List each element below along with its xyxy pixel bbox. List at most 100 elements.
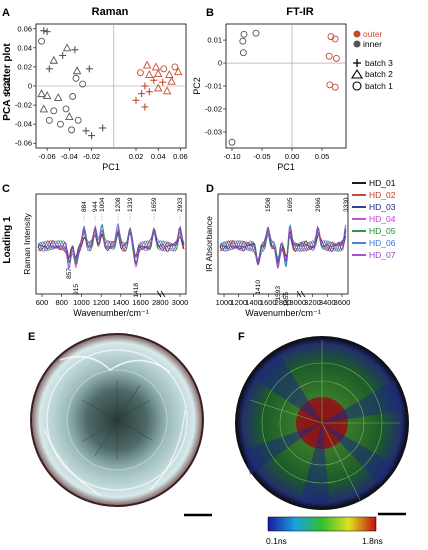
data-point-triangle bbox=[65, 112, 74, 120]
triangle-legend-marker bbox=[351, 68, 363, 79]
peak-label: 884 bbox=[81, 201, 88, 212]
axis-break bbox=[160, 290, 166, 298]
data-point-circle bbox=[331, 35, 339, 43]
batch1-legend-label: batch 1 bbox=[365, 81, 393, 91]
axis-break bbox=[296, 290, 302, 298]
x-tick-label: 1600 bbox=[260, 298, 277, 307]
data-point-circle bbox=[327, 33, 335, 41]
data-point-triangle bbox=[173, 67, 183, 76]
colorbar-min-label: 0.1ns bbox=[266, 536, 287, 546]
peak-label: 1418 bbox=[133, 283, 140, 298]
y-tick-label: 0.02 bbox=[17, 62, 32, 71]
peak-label: 2933 bbox=[177, 197, 184, 212]
data-point-circle bbox=[228, 138, 236, 146]
plus-legend-marker bbox=[353, 59, 361, 67]
data-point-circle bbox=[160, 65, 168, 73]
data-point-circle bbox=[56, 120, 64, 128]
panel-label-d: D bbox=[206, 183, 214, 195]
data-point-plus bbox=[132, 96, 140, 104]
pca-raman-plot: -0.06 -0.04 -0.02 0.02 0.04 0.06 0.06 0.04 0.02 0… bbox=[2, 23, 188, 172]
batch3-legend-label: batch 3 bbox=[365, 58, 393, 68]
y-tick-label: -0.01 bbox=[205, 82, 222, 91]
legend-line-label: HD_01 bbox=[369, 178, 396, 188]
lifetime-colorbar bbox=[267, 516, 377, 532]
data-point-circle bbox=[239, 49, 247, 57]
plot-frame bbox=[35, 193, 187, 295]
data-point-plus bbox=[99, 124, 107, 132]
data-point-circle bbox=[69, 93, 77, 100]
raman-title: Raman bbox=[92, 6, 129, 18]
x-tick-label: 0.06 bbox=[173, 152, 188, 161]
peak-label: 1655 bbox=[283, 292, 290, 307]
outer-legend-label: outer bbox=[363, 29, 383, 39]
x-tick-label: -0.02 bbox=[83, 152, 100, 161]
data-point-triangle bbox=[153, 83, 163, 92]
legend-line-label: HD_06 bbox=[369, 238, 396, 248]
loading-row-label: Loading 1 bbox=[2, 216, 13, 264]
data-point-plus bbox=[82, 127, 90, 135]
x-tick-label: 2800 bbox=[275, 298, 292, 307]
panel-label-a: A bbox=[2, 7, 10, 19]
data-point-plus bbox=[45, 65, 53, 73]
pca-legend: outer inner batch 3 batch 2 batch 1 bbox=[351, 29, 393, 91]
x-tick-label: 3400 bbox=[319, 298, 336, 307]
peak-label: 915 bbox=[73, 284, 80, 295]
x-tick-label: 0.05 bbox=[315, 152, 330, 161]
data-point-circle bbox=[72, 74, 80, 82]
data-point-circle bbox=[171, 63, 179, 71]
data-point-circle bbox=[74, 116, 82, 124]
legend-line-label: HD_05 bbox=[369, 226, 396, 236]
data-point-plus bbox=[71, 46, 79, 54]
data-point-triangle bbox=[153, 69, 163, 78]
y-tick-label: -0.06 bbox=[15, 139, 32, 148]
circle-legend-marker bbox=[352, 81, 362, 91]
spectrum-line bbox=[37, 226, 185, 259]
legend-line-label: HD_02 bbox=[369, 190, 396, 200]
peak-label: 1695 bbox=[287, 197, 294, 212]
x-tick-label: 1400 bbox=[113, 298, 130, 307]
x-tick-label: 600 bbox=[36, 298, 49, 307]
axis-break bbox=[300, 290, 306, 298]
peak-label: 1410 bbox=[255, 280, 262, 295]
legend-line-label: HD_04 bbox=[369, 214, 396, 224]
y-tick-label: 0.01 bbox=[207, 36, 222, 45]
y-tick-label: -0.02 bbox=[15, 101, 32, 110]
x-axis-label: Wavenumber/cm⁻¹ bbox=[73, 308, 148, 318]
x-tick-label: 3600 bbox=[334, 298, 351, 307]
data-point-circle bbox=[136, 69, 144, 77]
data-point-plus bbox=[59, 51, 67, 59]
x-tick-label: 1000 bbox=[216, 298, 233, 307]
data-point-plus bbox=[138, 90, 146, 98]
data-point-circle bbox=[240, 30, 248, 38]
panel-label-c: C bbox=[2, 183, 10, 195]
spectrum-line bbox=[37, 224, 185, 270]
data-point-circle bbox=[68, 126, 76, 134]
data-point-plus bbox=[88, 132, 96, 140]
y-tick-label: -0.02 bbox=[205, 104, 222, 113]
y-axis-label: PC2 bbox=[2, 77, 12, 95]
y-axis-label: IR Absorbance bbox=[204, 216, 214, 272]
data-point-circle bbox=[239, 37, 247, 45]
data-point-triangle bbox=[49, 55, 59, 64]
data-point-triangle bbox=[162, 86, 172, 95]
peak-label: 1659 bbox=[151, 197, 158, 212]
peak-label: 1319 bbox=[127, 197, 134, 212]
x-tick-label: 2800 bbox=[152, 298, 169, 307]
x-tick-label: -0.10 bbox=[223, 152, 240, 161]
data-point-plus bbox=[150, 76, 158, 84]
data-point-plus bbox=[85, 65, 93, 73]
data-point-triangle bbox=[42, 91, 52, 99]
spectrum-line bbox=[37, 223, 185, 266]
data-point-circle bbox=[325, 52, 333, 60]
data-point-triangle bbox=[165, 70, 174, 79]
peak-label: 857 bbox=[66, 268, 73, 279]
y-axis-label: Raman Intensity bbox=[22, 213, 32, 275]
data-point-triangle bbox=[72, 66, 82, 75]
sample-legend: HD_01 HD_02 HD_03 HD_04 HD_05 HD_06 HD_07 bbox=[352, 178, 396, 260]
y-tick-label: 0 bbox=[218, 59, 222, 68]
pca-ftir-plot: -0.10 -0.05 0.00 0.05 0.01 0 -0.01 -0.02 -0.03 PC… bbox=[192, 23, 347, 172]
legend-line-label: HD_07 bbox=[369, 250, 396, 260]
x-axis-label: PC1 bbox=[102, 162, 120, 172]
x-tick-label: 1400 bbox=[245, 298, 262, 307]
